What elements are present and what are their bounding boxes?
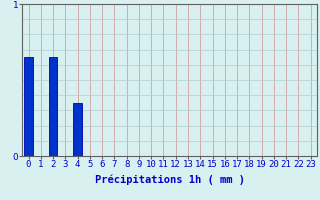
Bar	[73, 103, 82, 156]
Bar	[24, 57, 33, 156]
X-axis label: Précipitations 1h ( mm ): Précipitations 1h ( mm )	[95, 175, 244, 185]
Bar	[49, 57, 57, 156]
